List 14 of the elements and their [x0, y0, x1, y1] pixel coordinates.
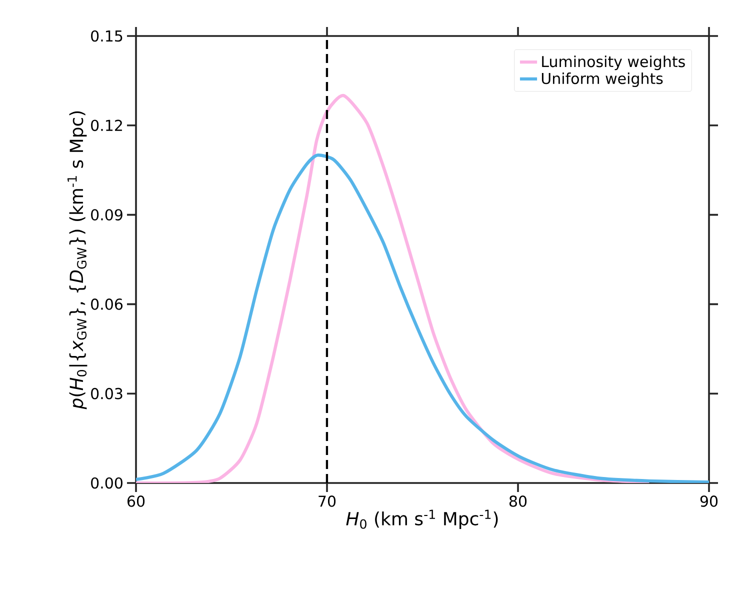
y-tick-label: 0.06 [91, 298, 123, 310]
y-tick-label: 0.03 [91, 388, 122, 400]
y-tick-label: 0.12 [91, 120, 122, 132]
y-tick-label: 0.00 [91, 477, 122, 489]
x-tick-label: 80 [509, 496, 527, 507]
y-tick-label: 0.09 [91, 209, 122, 220]
x-axis-title: H$_{0}$ (km s$^{-1}$ Mpc$^{-1}$) [346, 510, 498, 529]
legend-label: Luminosity weights [542, 56, 685, 70]
x-tick-label: 70 [318, 496, 336, 507]
x-tick-label: 90 [700, 496, 718, 507]
text: p(H$_{0}$|{x$_{GW}$}, {D$_{GW}$}) (km$^{-1}$ s Mpc) [68, 111, 88, 410]
y-tick-label: 0.15 [91, 30, 122, 42]
legend-label: Uniform weights [542, 72, 663, 88]
x-tick-label: 60 [128, 496, 145, 507]
